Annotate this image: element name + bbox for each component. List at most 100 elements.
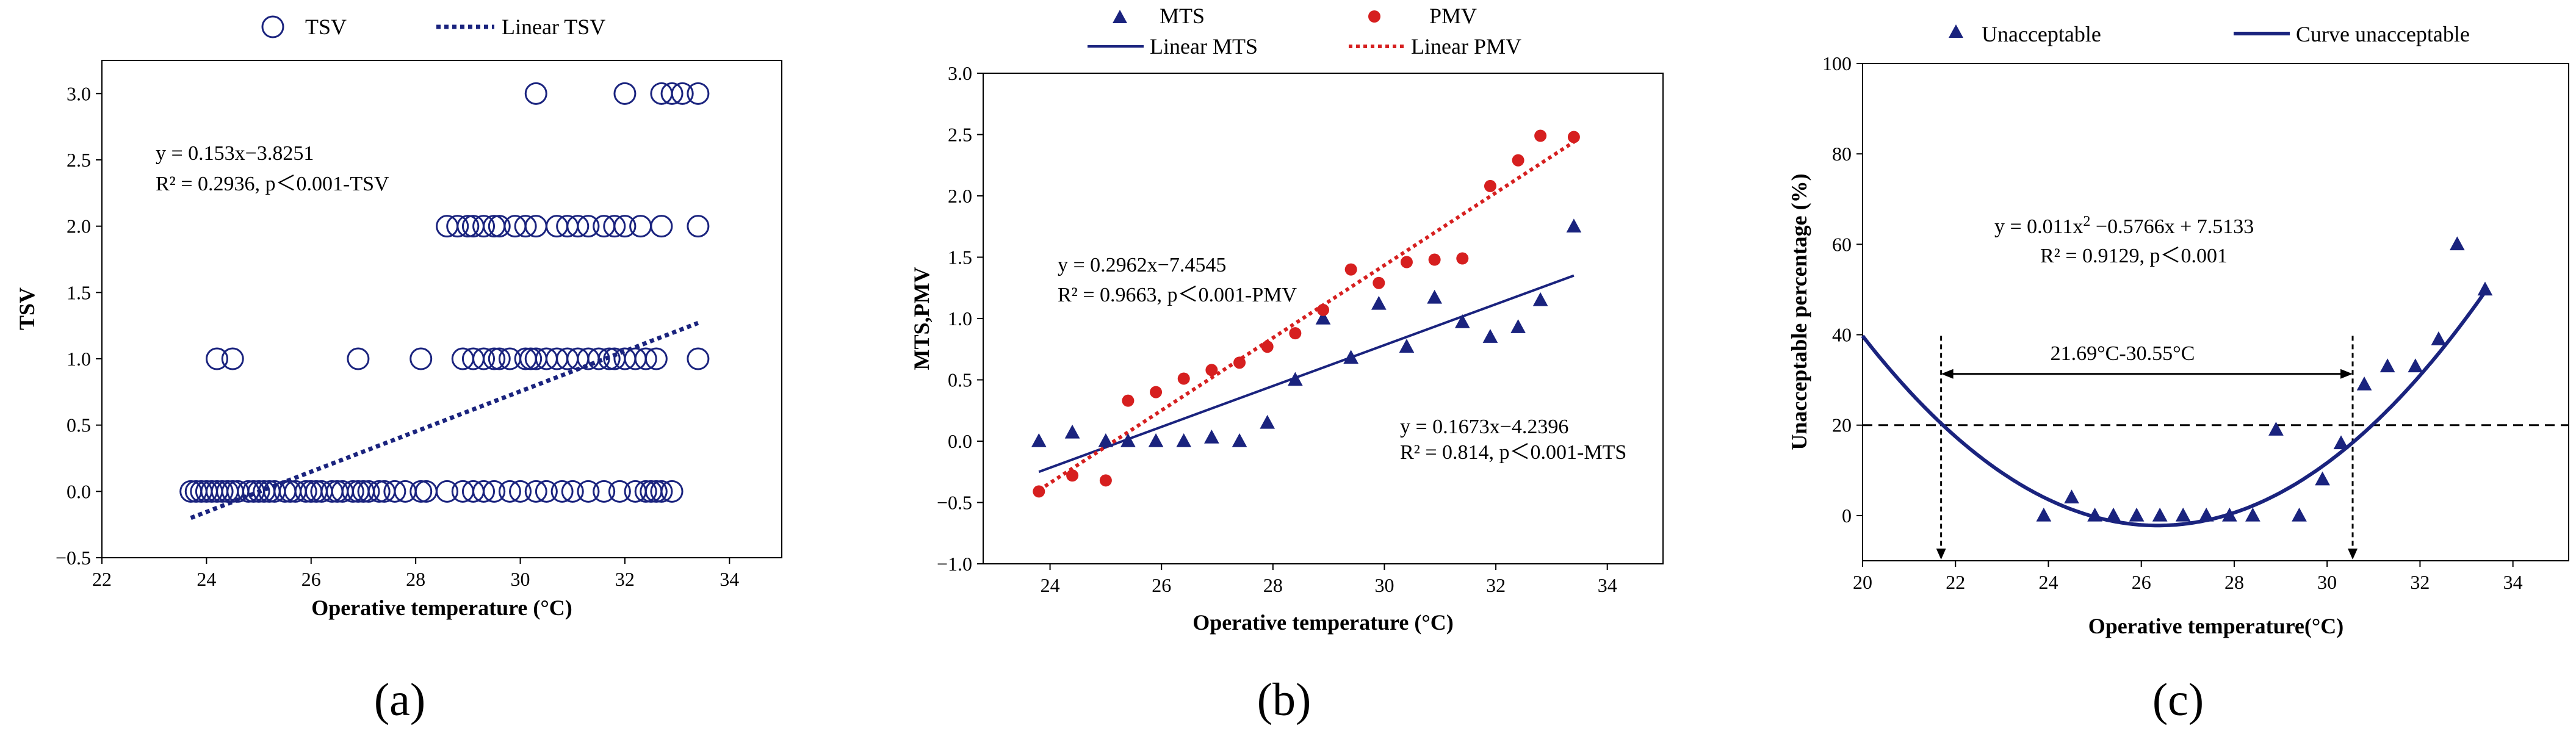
pmv-point: [1233, 356, 1246, 369]
tsv-point: [577, 480, 600, 503]
unacceptable-point: [2152, 507, 2168, 522]
tsv-point: [608, 480, 631, 503]
chart-b: 24 26 28 30 32 34 −1.0 −0.5 0.0 0.5 1.0 1.5 2.0 2.5 3…: [909, 4, 1664, 726]
mts-point: [1098, 433, 1114, 447]
pmv-point: [1373, 276, 1385, 289]
unacceptable-point: [2449, 236, 2465, 251]
tsv-point: [550, 480, 574, 503]
chart-a: 22 24 26 28 30 32 34 −0.5 0.0 0.5 1.0 1.5 2.0 2.5 3.0…: [15, 15, 782, 726]
y-tick-label: 40: [1832, 324, 1852, 346]
mts-point: [1566, 218, 1582, 232]
tsv-point: [367, 480, 391, 503]
unacceptable-point: [2268, 422, 2284, 436]
mts-point: [1532, 292, 1548, 306]
tsv-point: [294, 480, 317, 503]
unacceptable-point: [2245, 507, 2260, 522]
x-tick-label: 28: [2224, 571, 2244, 593]
tsv-point: [357, 480, 380, 503]
tsv-point: [446, 215, 469, 238]
mts-point: [1204, 429, 1219, 444]
annotation-a-r2: R² = 0.2936, p＜0.001-TSV: [156, 173, 389, 195]
x-tick-label: 34: [1598, 574, 1617, 596]
pmv-point: [1317, 303, 1329, 316]
tsv-point: [483, 480, 506, 503]
mts-point: [1482, 329, 1498, 343]
y-tick-label: 100: [1822, 52, 1852, 74]
tsv-point: [634, 480, 657, 503]
y-tick-label: 2.0: [948, 185, 972, 207]
y-tick-label: 1.0: [67, 348, 91, 370]
annotation-b-mts-equation: y = 0.1673x−4.2396: [1400, 416, 1568, 438]
y-tick-label: −0.5: [937, 492, 972, 514]
tsv-point: [221, 347, 244, 370]
tsv-point: [436, 480, 459, 503]
x-tick-label: 22: [92, 568, 112, 590]
unacceptable-point: [2408, 358, 2423, 373]
mts-point: [1064, 424, 1080, 439]
annotation-c-eq-main: y = 0.011x: [1994, 215, 2083, 238]
mts-point: [1120, 433, 1136, 447]
linear-tsv-line: [190, 321, 699, 520]
x-tick-label: 30: [2317, 571, 2337, 593]
annotation-b-pmv-r2: R² = 0.9663, p＜0.001-PMV: [1058, 284, 1297, 306]
x-tick-label: 34: [720, 568, 739, 590]
range-arrow-right: [2340, 369, 2353, 379]
tsv-point: [566, 215, 590, 238]
mts-point: [1454, 314, 1470, 328]
y-tick-label: 2.0: [67, 215, 91, 237]
y-tick-label: 2.5: [67, 149, 91, 171]
y-tick-label: 2.5: [948, 124, 972, 146]
tsv-point: [613, 215, 637, 238]
tsv-point: [597, 347, 621, 370]
tsv-point: [347, 347, 370, 370]
tsv-point: [644, 347, 668, 370]
annotation-b-mts-r2: R² = 0.814, p＜0.001-MTS: [1400, 441, 1626, 464]
tsv-point: [341, 480, 364, 503]
pmv-point: [1122, 394, 1135, 407]
tsv-point: [519, 347, 543, 370]
tsv-point: [587, 347, 610, 370]
tsv-point: [687, 82, 710, 105]
tsv-point: [383, 480, 406, 503]
pmv-point: [1033, 485, 1045, 498]
caption-c: (c): [2152, 674, 2204, 726]
unacceptable-point: [2379, 358, 2395, 373]
legend-tsv-marker: [261, 15, 284, 38]
pmv-point: [1066, 469, 1079, 482]
x-tick-label: 26: [1152, 574, 1171, 596]
pmv-point: [1177, 372, 1190, 385]
annotation-a-equation: y = 0.153x−3.8251: [156, 142, 314, 165]
mts-point: [1371, 295, 1387, 310]
unacceptable-point: [2333, 435, 2349, 450]
x-axis-label-c: Operative temperature(°C): [2088, 614, 2344, 638]
caption-b: (b): [1257, 674, 1311, 726]
legend-mts-label: MTS: [1160, 4, 1205, 28]
legend-linear-pmv-label: Linear PMV: [1411, 34, 1521, 59]
x-tick-label: 32: [615, 568, 635, 590]
tsv-point: [603, 215, 626, 238]
y-axis-label-b: MTS,PMV: [909, 267, 934, 370]
x-tick-label: 24: [2038, 571, 2058, 593]
tsv-point: [524, 82, 547, 105]
x-axis-label-b: Operative temperature (°C): [1192, 610, 1454, 635]
x-axis-label-a: Operative temperature (°C): [311, 596, 572, 620]
y-tick-label: 0.0: [948, 430, 972, 452]
y-tick-label: 0.5: [948, 369, 972, 391]
y-tick-label: 3.0: [948, 62, 972, 84]
y-tick-label: 0: [1842, 505, 1852, 527]
x-tick-label: 26: [301, 568, 321, 590]
pmv-point: [1400, 256, 1413, 268]
mts-point: [1232, 433, 1247, 447]
range-label-c: 21.69°C-30.55°C: [2051, 342, 2195, 365]
legend-unacceptable-marker: [1949, 24, 1963, 38]
tsv-point: [660, 82, 684, 105]
x-tick-label: 32: [1486, 574, 1506, 596]
y-axis-label-a: TSV: [15, 287, 39, 330]
unacceptable-point: [2175, 507, 2191, 522]
tsv-point: [514, 215, 537, 238]
legend-linear-mts-label: Linear MTS: [1150, 34, 1258, 59]
x-tick-label: 24: [1041, 574, 1060, 596]
mts-point: [1427, 289, 1442, 304]
annotation-c-r2: R² = 0.9129, p＜0.001: [2040, 245, 2228, 267]
